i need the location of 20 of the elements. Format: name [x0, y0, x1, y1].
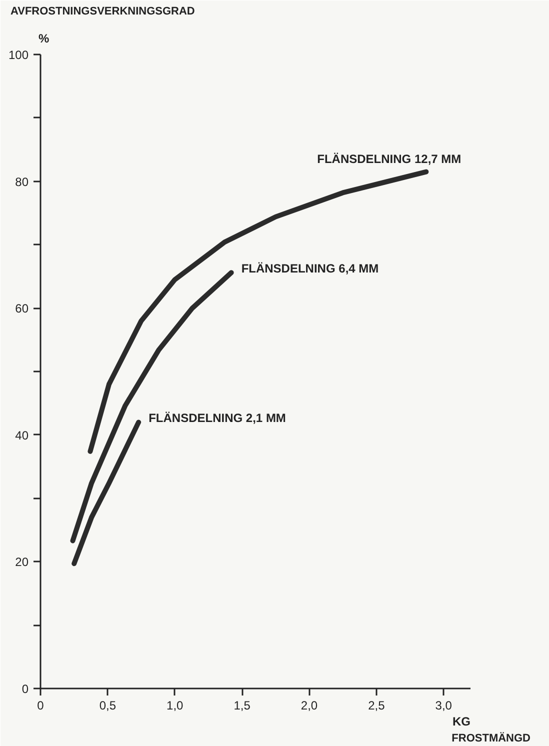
series-label: FLÄNSDELNING 2,1 MM	[148, 411, 286, 426]
series-label: FLÄNSDELNING 6,4 MM	[241, 262, 379, 276]
y-tick-label: 20	[15, 555, 29, 570]
y-tick-label: 40	[15, 428, 29, 442]
y-tick-label: 80	[15, 174, 29, 189]
y-axis-title: AVFROSTNINGSVERKNINGSGRAD	[10, 6, 195, 18]
x-tick-label: 3,0	[435, 698, 452, 712]
x-tick-label: 1,5	[234, 698, 251, 712]
text: KG	[452, 714, 470, 728]
x-tick-label: 1,0	[166, 698, 184, 712]
x-tick-label: 2,5	[368, 698, 386, 712]
series-label: FLÄNSDELNING 12,7 MM	[317, 152, 462, 166]
x-tick-label: 0	[37, 698, 44, 712]
y-tick-label: 60	[15, 302, 29, 316]
y-tick-label: 100	[8, 48, 29, 62]
x-tick-label: 0,5	[99, 698, 116, 712]
x-tick-label: 2,0	[300, 698, 318, 712]
y-tick-label: 0	[22, 682, 29, 696]
text: %	[38, 32, 50, 46]
x-axis-title: FROSTMÄNGD	[452, 732, 531, 744]
